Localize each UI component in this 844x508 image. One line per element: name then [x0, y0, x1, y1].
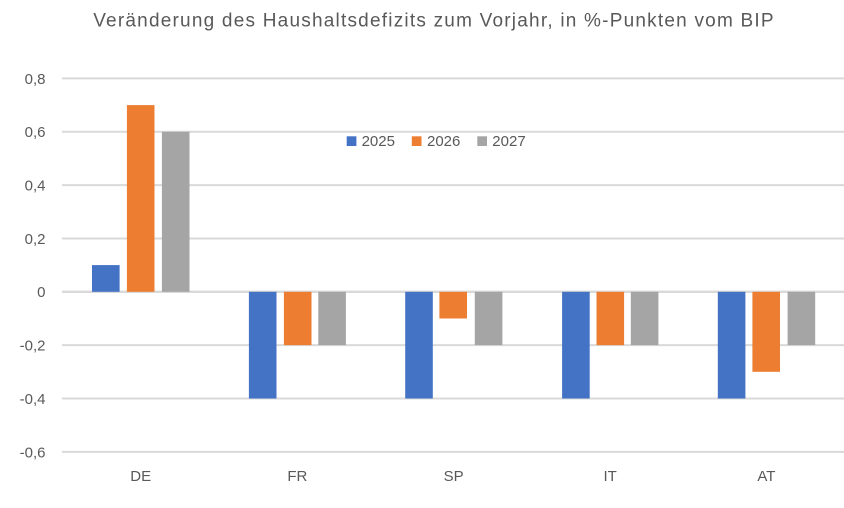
- svg-text:AT: AT: [757, 468, 775, 485]
- svg-text:DE: DE: [130, 468, 151, 485]
- svg-text:0,8: 0,8: [25, 71, 46, 88]
- svg-text:Veränderung des Haushaltsdefiz: Veränderung des Haushaltsdefizits zum Vo…: [93, 10, 775, 31]
- svg-text:2026: 2026: [427, 133, 460, 150]
- svg-text:-0,2: -0,2: [20, 338, 46, 355]
- svg-text:SP: SP: [444, 468, 464, 485]
- svg-text:0,6: 0,6: [25, 124, 46, 141]
- svg-text:2025: 2025: [362, 133, 395, 150]
- svg-text:FR: FR: [287, 468, 307, 485]
- svg-text:IT: IT: [604, 468, 617, 485]
- svg-text:0,2: 0,2: [25, 231, 46, 248]
- svg-text:2027: 2027: [492, 133, 525, 150]
- svg-text:-0,4: -0,4: [20, 391, 46, 408]
- svg-text:0: 0: [37, 284, 45, 301]
- svg-text:0,4: 0,4: [25, 178, 46, 195]
- svg-text:-0,6: -0,6: [20, 444, 46, 461]
